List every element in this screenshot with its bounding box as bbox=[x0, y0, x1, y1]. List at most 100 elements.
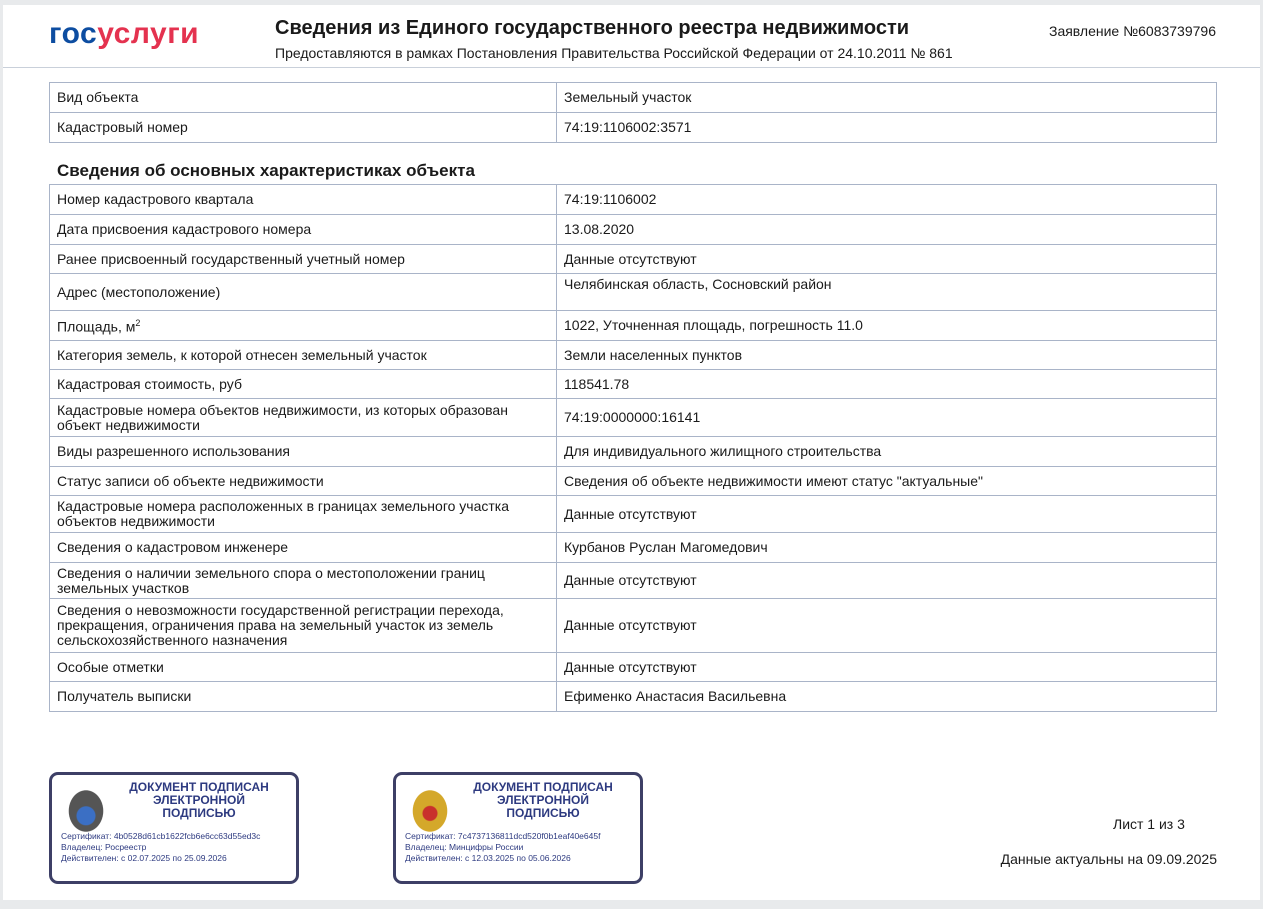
table-row: Площадь, м2 1022, Уточненная площадь, пог… bbox=[49, 310, 1217, 341]
gosuslugi-logo: госуслуги bbox=[49, 17, 199, 51]
table-row: Адрес (местоположение) Челябинская област… bbox=[49, 273, 1217, 311]
row-label: Кадастровые номера объектов недвижимости… bbox=[49, 398, 557, 437]
row-value: Земельный участок bbox=[556, 82, 1217, 113]
row-label-text: Виды разрешенного использования bbox=[57, 443, 291, 459]
page-title: Сведения из Единого государственного рее… bbox=[275, 17, 910, 39]
logo-part1: гос bbox=[49, 17, 98, 50]
row-value: Земли населенных пунктов bbox=[556, 340, 1217, 370]
row-label-text: Вид объекта bbox=[57, 89, 139, 105]
rosreestr-emblem-icon bbox=[66, 787, 106, 835]
stamp-validity: Действителен: с 02.07.2025 по 25.09.2026 bbox=[61, 853, 227, 863]
row-label: Сведения о невозможности государственной… bbox=[49, 598, 557, 653]
row-label: Кадастровая стоимость, руб bbox=[49, 369, 557, 399]
row-label-text: Кадастровый номер bbox=[57, 119, 188, 135]
stamp-heading: ДОКУМЕНТ ПОДПИСАН ЭЛЕКТРОННОЙ ПОДПИСЬЮ bbox=[473, 780, 613, 820]
actual-date: Данные актуальны на 09.09.2025 bbox=[1000, 851, 1217, 867]
row-value: Для индивидуального жилищного строительс… bbox=[556, 436, 1217, 467]
stamp-heading: ДОКУМЕНТ ПОДПИСАН ЭЛЕКТРОННОЙ ПОДПИСЬЮ bbox=[129, 780, 269, 820]
table-row: Кадастровые номера расположенных в грани… bbox=[49, 495, 1217, 533]
row-value: Челябинская область, Сосновский район bbox=[556, 273, 1217, 311]
row-value: Ефименко Анастасия Васильевна bbox=[556, 681, 1217, 712]
row-label: Сведения о наличии земельного спора о ме… bbox=[49, 562, 557, 599]
row-label: Виды разрешенного использования bbox=[49, 436, 557, 467]
row-label-text: Категория земель, к которой отнесен земе… bbox=[57, 346, 427, 363]
object-table: Вид объекта Земельный участок Кадастровый … bbox=[49, 82, 1217, 143]
row-label-text: Кадастровые номера объектов недвижимости… bbox=[57, 401, 508, 433]
row-label: Адрес (местоположение) bbox=[49, 273, 557, 311]
table-row: Статус записи об объекте недвижимости Све… bbox=[49, 466, 1217, 496]
header: госуслуги Сведения из Единого государств… bbox=[3, 5, 1260, 68]
row-label: Кадастровые номера расположенных в грани… bbox=[49, 495, 557, 533]
row-label-text: Сведения о невозможности государственной… bbox=[57, 602, 504, 648]
section-title: Сведения об основных характеристиках объ… bbox=[57, 161, 475, 180]
stamp-owner: Владелец: Росреестр bbox=[61, 842, 147, 852]
table-row: Сведения о кадастровом инженере Курбанов … bbox=[49, 532, 1217, 563]
row-label-text: Адрес (местоположение) bbox=[57, 283, 221, 300]
table-row: Кадастровый номер 74:19:1106002:3571 bbox=[49, 112, 1217, 143]
stamp-info: Сертификат: 4b0528d61cb1622fcb6e6cc63d55… bbox=[61, 831, 260, 864]
table-row: Кадастровая стоимость, руб 118541.78 bbox=[49, 369, 1217, 399]
page-subtitle: Предоставляются в рамках Постановления П… bbox=[275, 45, 953, 61]
stamp-certificate: Сертификат: 7c4737136811dcd520f0b1eaf40e… bbox=[405, 831, 601, 841]
table-row: Сведения о наличии земельного спора о ме… bbox=[49, 562, 1217, 599]
stamp-certificate: Сертификат: 4b0528d61cb1622fcb6e6cc63d55… bbox=[61, 831, 261, 841]
row-label: Сведения о кадастровом инженере bbox=[49, 532, 557, 563]
row-label: Дата присвоения кадастрового номера bbox=[49, 214, 557, 245]
table-row: Дата присвоения кадастрового номера 13.08… bbox=[49, 214, 1217, 245]
row-value: Данные отсутствуют bbox=[556, 562, 1217, 599]
row-label-text: Номер кадастрового квартала bbox=[57, 191, 254, 207]
row-label: Вид объекта bbox=[49, 82, 557, 113]
row-label-text: Сведения о наличии земельного спора о ме… bbox=[57, 564, 485, 596]
row-label: Категория земель, к которой отнесен земе… bbox=[49, 340, 557, 370]
signature-stamp-rosreestr: ДОКУМЕНТ ПОДПИСАН ЭЛЕКТРОННОЙ ПОДПИСЬЮ С… bbox=[49, 772, 299, 884]
table-row: Вид объекта Земельный участок bbox=[49, 82, 1217, 113]
row-label: Кадастровый номер bbox=[49, 112, 557, 143]
row-value: Данные отсутствуют bbox=[556, 244, 1217, 274]
row-value: Сведения об объекте недвижимости имеют с… bbox=[556, 466, 1217, 496]
row-label: Особые отметки bbox=[49, 652, 557, 682]
table-row: Ранее присвоенный государственный учетны… bbox=[49, 244, 1217, 274]
signature-stamp-mintsifry: ДОКУМЕНТ ПОДПИСАН ЭЛЕКТРОННОЙ ПОДПИСЬЮ С… bbox=[393, 772, 643, 884]
row-label-text: Статус записи об объекте недвижимости bbox=[57, 472, 324, 489]
row-value: 13.08.2020 bbox=[556, 214, 1217, 245]
row-value: Данные отсутствуют bbox=[556, 652, 1217, 682]
row-label-text: Ранее присвоенный государственный учетны… bbox=[57, 250, 405, 267]
stamp-info: Сертификат: 7c4737136811dcd520f0b1eaf40e… bbox=[405, 831, 600, 864]
document-page: госуслуги Сведения из Единого государств… bbox=[3, 5, 1260, 900]
table-row: Кадастровые номера объектов недвижимости… bbox=[49, 398, 1217, 437]
row-label: Площадь, м2 bbox=[49, 310, 557, 341]
row-label: Получатель выписки bbox=[49, 681, 557, 712]
row-label: Номер кадастрового квартала bbox=[49, 184, 557, 215]
row-value: 74:19:1106002:3571 bbox=[556, 112, 1217, 143]
coat-of-arms-icon bbox=[410, 787, 450, 835]
row-label-text: Площадь, м bbox=[57, 318, 136, 335]
row-label-text: Кадастровые номера расположенных в грани… bbox=[57, 498, 510, 529]
sheet-number: Лист 1 из 3 bbox=[1113, 816, 1185, 832]
table-row: Получатель выписки Ефименко Анастасия Вас… bbox=[49, 681, 1217, 712]
row-label-text: Дата присвоения кадастрового номера bbox=[57, 221, 312, 237]
stamp-validity: Действителен: с 12.03.2025 по 05.06.2026 bbox=[405, 853, 571, 863]
row-label-text: Кадастровая стоимость, руб bbox=[57, 375, 242, 392]
row-value: Курбанов Руслан Магомедович bbox=[556, 532, 1217, 563]
table-row: Виды разрешенного использования Для индив… bbox=[49, 436, 1217, 467]
superscript: 2 bbox=[135, 318, 141, 329]
row-label-text: Особые отметки bbox=[57, 658, 164, 675]
row-value: Данные отсутствуют bbox=[556, 598, 1217, 653]
row-label: Ранее присвоенный государственный учетны… bbox=[49, 244, 557, 274]
application-number: Заявление №6083739796 bbox=[1048, 23, 1216, 39]
characteristics-table: Номер кадастрового квартала 74:19:1106002… bbox=[49, 184, 1217, 712]
row-value: 118541.78 bbox=[556, 369, 1217, 399]
row-label-text: Получатель выписки bbox=[57, 688, 192, 704]
logo-part2: услуги bbox=[97, 17, 200, 50]
table-row: Категория земель, к которой отнесен земе… bbox=[49, 340, 1217, 370]
table-row: Номер кадастрового квартала 74:19:1106002 bbox=[49, 184, 1217, 215]
table-row: Особые отметки Данные отсутствуют bbox=[49, 652, 1217, 682]
row-value: 74:19:0000000:16141 bbox=[556, 398, 1217, 437]
row-value: Данные отсутствуют bbox=[556, 495, 1217, 533]
row-label: Статус записи об объекте недвижимости bbox=[49, 466, 557, 496]
table-row: Сведения о невозможности государственной… bbox=[49, 598, 1217, 653]
stamp-owner: Владелец: Минцифры России bbox=[405, 842, 524, 852]
row-value: 1022, Уточненная площадь, погрешность 11… bbox=[556, 310, 1217, 341]
row-value: 74:19:1106002 bbox=[556, 184, 1217, 215]
row-label-text: Сведения о кадастровом инженере bbox=[57, 539, 289, 555]
